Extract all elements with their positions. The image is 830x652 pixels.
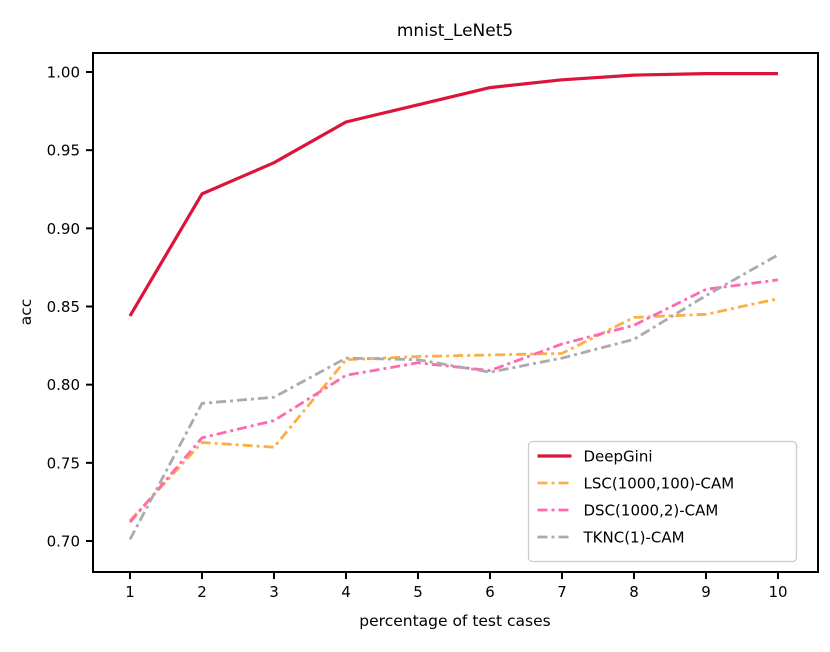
- y-tick-label: 0.85: [47, 298, 80, 316]
- series-line-dsc-1000-2-cam: [128, 278, 779, 524]
- x-tick-label: 6: [485, 583, 495, 601]
- y-tick-label: 0.75: [47, 454, 80, 472]
- y-tick-label: 0.80: [47, 376, 80, 394]
- legend-entry-label: LSC(1000,100)-CAM: [584, 475, 735, 493]
- x-tick-label: 2: [197, 583, 207, 601]
- legend-frame: [527, 440, 798, 563]
- x-tick-label: 9: [701, 583, 711, 601]
- series-line-tknc-1-cam: [128, 253, 779, 541]
- x-tick-label: 7: [557, 583, 567, 601]
- x-tick-label: 5: [413, 583, 423, 601]
- series-line-lsc-1000-100-cam: [128, 297, 779, 522]
- y-tick-label: 1.00: [47, 64, 80, 82]
- axes-spines: [92, 52, 819, 573]
- x-tick-label: 4: [341, 583, 351, 601]
- x-tick-label: 3: [269, 583, 279, 601]
- chart-title: mnist_LeNet5: [397, 21, 513, 41]
- x-tick-label: 1: [125, 583, 135, 601]
- y-tick-label: 0.90: [47, 220, 80, 238]
- x-axis-label: percentage of test cases: [359, 612, 550, 630]
- legend-entry-label: DeepGini: [584, 448, 653, 466]
- series-line-deepgini: [128, 71, 778, 317]
- y-tick-label: 0.95: [47, 142, 80, 160]
- y-tick-label: 0.70: [47, 533, 80, 551]
- legend-entry-label: TKNC(1)-CAM: [583, 529, 685, 547]
- x-tick-label: 8: [629, 583, 639, 601]
- plot-area: 0.70 0.75 0.80 0.85 0.90 0.95 1.00 1 2 3 4 5 6 7 8 9 10: [47, 52, 819, 601]
- legend: DeepGini LSC(1000,100)-CAM DSC(1000,2)-CAM…: [527, 440, 798, 563]
- x-tick-label: 10: [768, 583, 787, 601]
- legend-entry-label: DSC(1000,2)-CAM: [584, 502, 719, 520]
- y-axis-label: acc: [17, 299, 35, 326]
